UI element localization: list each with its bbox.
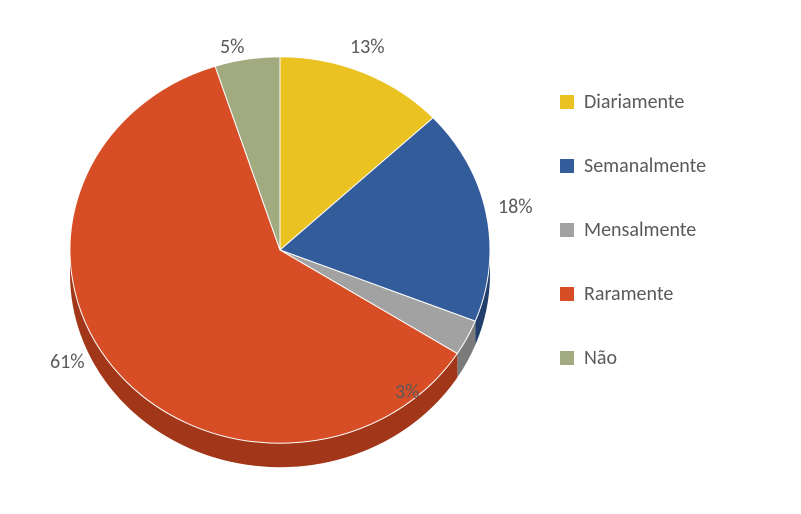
pie-chart: 13%18%3%61%5%	[60, 30, 500, 470]
legend-label: Raramente	[584, 282, 673, 306]
legend-label: Semanalmente	[584, 154, 706, 178]
legend-swatch	[560, 95, 574, 109]
legend-label: Mensalmente	[584, 218, 696, 242]
data-label: 5%	[220, 35, 244, 59]
legend-item: Semanalmente	[560, 154, 706, 178]
pie-chart-container: 13%18%3%61%5% DiariamenteSemanalmenteMen…	[0, 0, 801, 514]
legend-label: Diariamente	[584, 90, 684, 114]
data-label: 13%	[350, 35, 385, 59]
legend-label: Não	[584, 346, 617, 370]
legend-swatch	[560, 287, 574, 301]
legend: Diariamente Semanalmente Mensalmente Rarame…	[560, 90, 706, 410]
legend-swatch	[560, 351, 574, 365]
legend-swatch	[560, 159, 574, 173]
data-label: 3%	[395, 380, 419, 404]
legend-item: Mensalmente	[560, 218, 706, 242]
data-label: 61%	[50, 350, 85, 374]
legend-item: Diariamente	[560, 90, 706, 114]
data-label: 18%	[498, 195, 533, 219]
legend-swatch	[560, 223, 574, 237]
legend-item: Raramente	[560, 282, 706, 306]
legend-item: Não	[560, 346, 706, 370]
